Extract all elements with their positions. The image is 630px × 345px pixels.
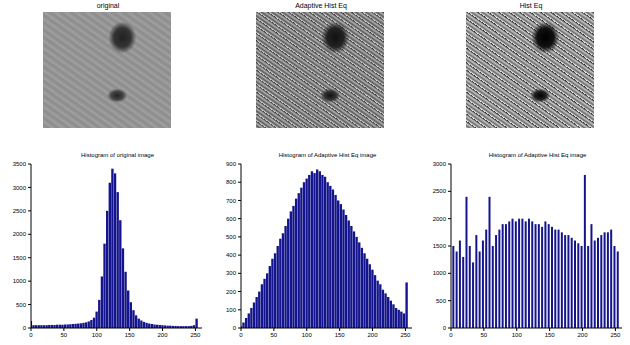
svg-text:1000: 1000: [433, 270, 447, 276]
html-text:Histogram of Adaptive Hist Eq: Histogram of Adaptive Hist Eq image: [278, 152, 377, 158]
svg-text:300: 300: [226, 270, 237, 276]
svg-text:200: 200: [368, 332, 379, 338]
svg-text:0: 0: [29, 332, 33, 338]
svg-text:400: 400: [226, 252, 237, 258]
svg-text:250: 250: [400, 332, 411, 338]
svg-text:0: 0: [449, 332, 453, 338]
svg-text:150: 150: [125, 332, 136, 338]
svg-text:3500: 3500: [13, 161, 27, 167]
html-text:Histogram of original image: Histogram of original image: [81, 152, 154, 158]
svg-text:3000: 3000: [13, 185, 27, 191]
svg-text:200: 200: [578, 332, 589, 338]
svg-text:0: 0: [233, 325, 237, 331]
svg-text:800: 800: [226, 179, 237, 185]
html-text:original: original: [96, 2, 120, 9]
svg-text:3000: 3000: [433, 161, 447, 167]
svg-text:0: 0: [23, 325, 27, 331]
svg-text:1500: 1500: [433, 243, 447, 249]
html-text:Hist Eq: Hist Eq: [519, 2, 543, 9]
svg-text:600: 600: [226, 216, 237, 222]
svg-text:50: 50: [271, 332, 278, 338]
svg-text:200: 200: [158, 332, 169, 338]
svg-text:0: 0: [239, 332, 243, 338]
svg-text:100: 100: [302, 332, 313, 338]
svg-text:100: 100: [512, 332, 523, 338]
svg-text:100: 100: [92, 332, 103, 338]
html-text:Histogram of Adaptive Hist Eq: Histogram of Adaptive Hist Eq image: [488, 152, 587, 158]
svg-text:0: 0: [443, 325, 447, 331]
svg-text:500: 500: [226, 234, 237, 240]
svg-text:900: 900: [226, 161, 237, 167]
svg-text:2000: 2000: [433, 216, 447, 222]
svg-text:50: 50: [61, 332, 68, 338]
svg-text:250: 250: [610, 332, 621, 338]
svg-text:1000: 1000: [13, 278, 27, 284]
svg-text:2500: 2500: [13, 208, 27, 214]
svg-text:250: 250: [190, 332, 201, 338]
svg-text:2000: 2000: [13, 231, 27, 237]
svg-text:500: 500: [16, 302, 27, 308]
svg-text:500: 500: [436, 298, 447, 304]
svg-text:150: 150: [545, 332, 556, 338]
svg-text:700: 700: [226, 198, 237, 204]
svg-text:100: 100: [226, 307, 237, 313]
svg-text:2500: 2500: [433, 188, 447, 194]
svg-text:50: 50: [481, 332, 488, 338]
svg-text:150: 150: [335, 332, 346, 338]
html-text:Adaptive Hist Eq: Adaptive Hist Eq: [295, 2, 347, 9]
svg-text:200: 200: [226, 289, 237, 295]
svg-text:1500: 1500: [13, 255, 27, 261]
